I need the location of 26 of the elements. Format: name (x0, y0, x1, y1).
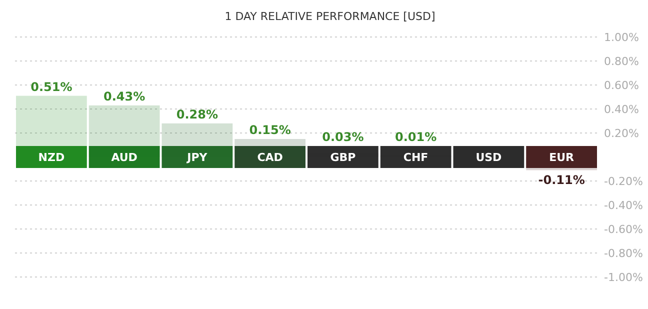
data-label: 0.15% (249, 123, 291, 137)
y-tick-label: 0.80% (604, 55, 639, 68)
y-tick-label: -0.40% (604, 199, 643, 212)
y-tick-label: -1.00% (604, 271, 643, 284)
y-tick-label: -0.60% (604, 223, 643, 236)
chart-title: 1 DAY RELATIVE PERFORMANCE [USD] (224, 10, 436, 23)
y-tick-label: 0.20% (604, 127, 639, 140)
data-label: 0.28% (176, 107, 218, 122)
x-tick-label: NZD (38, 151, 65, 164)
x-tick-label: GBP (330, 151, 356, 164)
y-tick-label: 1.00% (604, 31, 639, 44)
data-label: 0.03% (322, 130, 364, 144)
x-tick-label: CHF (403, 151, 428, 164)
data-label: 0.51% (30, 80, 72, 94)
data-label: -0.11% (538, 173, 585, 188)
y-tick-label: -0.80% (604, 247, 643, 260)
y-tick-label: -0.20% (604, 175, 643, 188)
x-tick-label: JPY (186, 151, 208, 164)
y-tick-label: 0.60% (604, 79, 639, 92)
x-tick-label: USD (476, 151, 502, 164)
x-tick-label: EUR (549, 151, 575, 164)
y-tick-label: 0.40% (604, 103, 639, 116)
data-label: 0.43% (103, 89, 146, 104)
data-label: 0.01% (394, 130, 437, 144)
x-tick-label: CAD (257, 151, 283, 164)
x-tick-label: AUD (111, 151, 138, 164)
